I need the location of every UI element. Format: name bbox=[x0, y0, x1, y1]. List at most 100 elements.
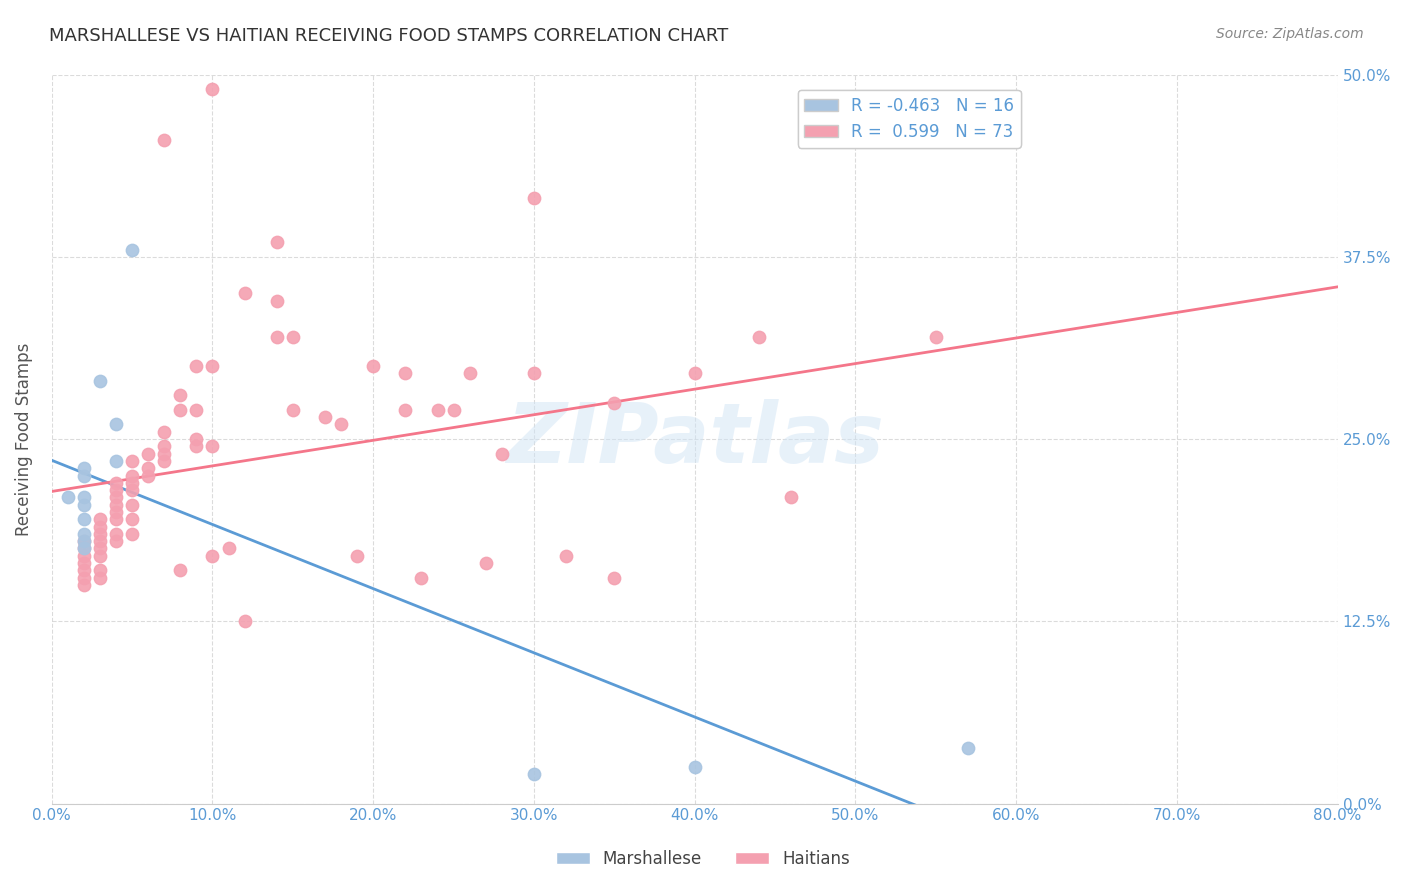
Point bbox=[121, 498, 143, 512]
Point bbox=[89, 519, 111, 533]
Point bbox=[89, 534, 111, 549]
Point bbox=[491, 447, 513, 461]
Point bbox=[73, 571, 96, 585]
Point bbox=[89, 571, 111, 585]
Point bbox=[73, 549, 96, 563]
Point bbox=[73, 526, 96, 541]
Point bbox=[121, 512, 143, 526]
Point bbox=[201, 549, 224, 563]
Point bbox=[361, 359, 384, 373]
Point bbox=[314, 410, 336, 425]
Point bbox=[136, 468, 159, 483]
Point bbox=[89, 563, 111, 577]
Point bbox=[153, 425, 176, 439]
Point bbox=[748, 330, 770, 344]
Point bbox=[169, 403, 191, 417]
Point bbox=[201, 82, 224, 96]
Point bbox=[89, 526, 111, 541]
Point bbox=[153, 454, 176, 468]
Y-axis label: Receiving Food Stamps: Receiving Food Stamps bbox=[15, 343, 32, 536]
Point bbox=[73, 534, 96, 549]
Point bbox=[105, 491, 128, 505]
Point bbox=[394, 367, 416, 381]
Point bbox=[121, 468, 143, 483]
Point bbox=[73, 541, 96, 556]
Point bbox=[73, 534, 96, 549]
Point bbox=[683, 367, 706, 381]
Point bbox=[186, 432, 208, 446]
Point bbox=[121, 526, 143, 541]
Point bbox=[121, 243, 143, 257]
Text: Source: ZipAtlas.com: Source: ZipAtlas.com bbox=[1216, 27, 1364, 41]
Point bbox=[394, 403, 416, 417]
Point bbox=[186, 439, 208, 453]
Point bbox=[956, 741, 979, 756]
Point bbox=[426, 403, 449, 417]
Point bbox=[73, 498, 96, 512]
Point bbox=[105, 505, 128, 519]
Point bbox=[603, 395, 626, 409]
Point bbox=[136, 447, 159, 461]
Point bbox=[153, 133, 176, 147]
Point bbox=[780, 491, 803, 505]
Point bbox=[281, 330, 304, 344]
Point bbox=[523, 191, 546, 205]
Point bbox=[266, 235, 288, 250]
Point bbox=[73, 491, 96, 505]
Point bbox=[925, 330, 948, 344]
Point bbox=[153, 439, 176, 453]
Point bbox=[105, 512, 128, 526]
Point bbox=[121, 475, 143, 490]
Point bbox=[201, 439, 224, 453]
Point bbox=[73, 468, 96, 483]
Point bbox=[266, 330, 288, 344]
Point bbox=[73, 556, 96, 570]
Point bbox=[153, 447, 176, 461]
Point bbox=[458, 367, 481, 381]
Point bbox=[1358, 330, 1381, 344]
Legend: Marshallese, Haitians: Marshallese, Haitians bbox=[550, 844, 856, 875]
Point bbox=[555, 549, 578, 563]
Point bbox=[105, 475, 128, 490]
Point bbox=[411, 571, 433, 585]
Point bbox=[186, 403, 208, 417]
Point bbox=[330, 417, 353, 432]
Point bbox=[136, 461, 159, 475]
Point bbox=[105, 534, 128, 549]
Point bbox=[121, 454, 143, 468]
Point bbox=[73, 512, 96, 526]
Point bbox=[73, 541, 96, 556]
Point bbox=[474, 556, 496, 570]
Point bbox=[169, 563, 191, 577]
Point bbox=[73, 563, 96, 577]
Point bbox=[281, 403, 304, 417]
Point bbox=[169, 388, 191, 402]
Point bbox=[73, 461, 96, 475]
Point bbox=[121, 483, 143, 497]
Point bbox=[89, 541, 111, 556]
Point bbox=[523, 367, 546, 381]
Point bbox=[73, 578, 96, 592]
Point bbox=[186, 359, 208, 373]
Point bbox=[56, 491, 79, 505]
Point bbox=[523, 767, 546, 781]
Point bbox=[89, 512, 111, 526]
Point bbox=[218, 541, 240, 556]
Point bbox=[105, 417, 128, 432]
Point bbox=[105, 498, 128, 512]
Point bbox=[201, 359, 224, 373]
Text: MARSHALLESE VS HAITIAN RECEIVING FOOD STAMPS CORRELATION CHART: MARSHALLESE VS HAITIAN RECEIVING FOOD ST… bbox=[49, 27, 728, 45]
Point bbox=[443, 403, 465, 417]
Point bbox=[233, 286, 256, 301]
Point bbox=[89, 374, 111, 388]
Point bbox=[266, 293, 288, 308]
Point bbox=[105, 526, 128, 541]
Point bbox=[233, 615, 256, 629]
Point bbox=[89, 549, 111, 563]
Point bbox=[105, 454, 128, 468]
Point bbox=[603, 571, 626, 585]
Point bbox=[683, 760, 706, 774]
Legend: R = -0.463   N = 16, R =  0.599   N = 73: R = -0.463 N = 16, R = 0.599 N = 73 bbox=[797, 90, 1021, 148]
Text: ZIPatlas: ZIPatlas bbox=[506, 399, 883, 480]
Point bbox=[346, 549, 368, 563]
